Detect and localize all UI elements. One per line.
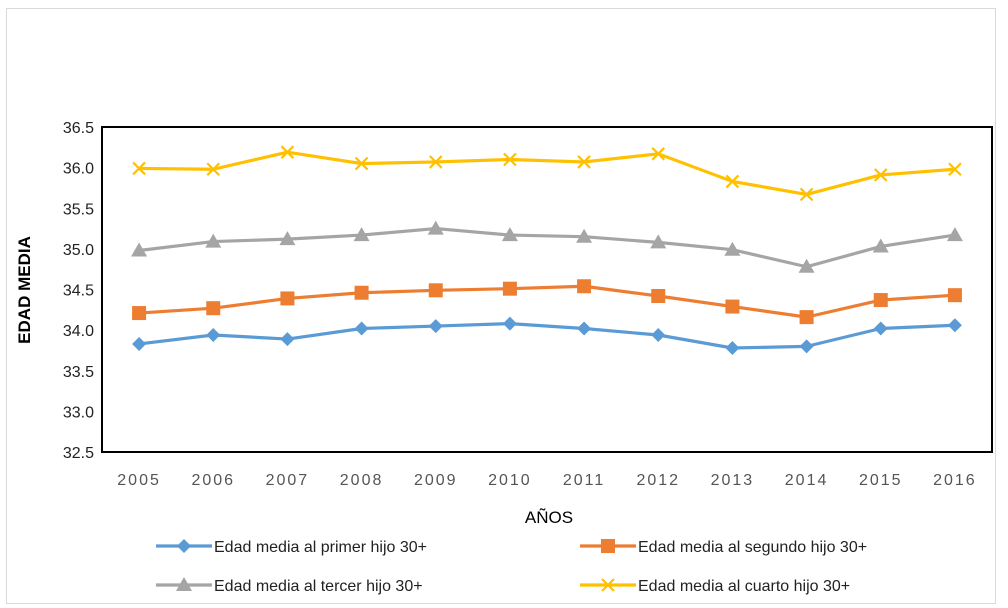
data-point (206, 328, 221, 342)
data-point (725, 299, 740, 314)
series-2 (132, 279, 962, 325)
data-point (577, 279, 592, 294)
data-point (280, 145, 295, 159)
data-point (577, 155, 591, 169)
data-point (651, 147, 666, 161)
data-point (873, 321, 888, 336)
data-point (353, 227, 370, 242)
series-4 (132, 145, 962, 202)
legend-item: Edad media al primer hijo 30+ (156, 539, 427, 556)
x-tick-label: 2014 (785, 472, 829, 489)
series-3 (131, 220, 963, 273)
data-point (798, 258, 815, 273)
legend-label: Edad media al segundo hijo 30+ (638, 539, 867, 556)
legend-marker (176, 577, 192, 591)
x-tick-label: 2009 (414, 472, 458, 489)
x-tick-label: 2006 (191, 472, 235, 489)
data-point (131, 242, 148, 257)
data-point (946, 227, 963, 242)
y-axis-title: EDAD MEDIA (15, 236, 34, 344)
y-tick-label: 36.0 (63, 161, 94, 178)
data-point (872, 238, 889, 253)
data-point (577, 321, 592, 336)
data-point (280, 291, 295, 306)
data-point (873, 168, 888, 182)
data-point (428, 283, 443, 298)
data-point (501, 227, 518, 242)
data-point (947, 288, 962, 303)
legend-item: Edad media al tercer hijo 30+ (156, 577, 423, 595)
y-tick-label: 32.5 (63, 445, 94, 462)
data-point (873, 293, 888, 308)
data-point (206, 162, 221, 177)
legend-marker (601, 539, 615, 553)
data-point (132, 161, 146, 176)
legend-item: Edad media al segundo hijo 30+ (580, 539, 867, 556)
legend-marker (601, 578, 615, 592)
data-point (724, 241, 741, 256)
x-tick-label: 2015 (859, 472, 903, 489)
data-point (354, 156, 369, 171)
x-axis-title: AÑOS (525, 508, 573, 527)
data-point (205, 233, 222, 248)
series-1 (132, 316, 962, 355)
legend-label: Edad media al cuarto hijo 30+ (638, 578, 850, 595)
y-tick-label: 36.5 (63, 120, 94, 137)
plot-area (101, 126, 993, 453)
y-tick-label: 35.0 (63, 242, 94, 259)
x-tick-label: 2012 (636, 472, 680, 489)
x-tick-label: 2007 (266, 472, 310, 489)
data-point (354, 321, 369, 336)
data-point (799, 310, 814, 325)
data-point (651, 328, 666, 342)
data-point (948, 162, 962, 177)
data-point (280, 332, 295, 347)
data-point (503, 152, 517, 167)
data-point (502, 316, 517, 331)
series-line (138, 322, 955, 350)
x-tick-label: 2008 (340, 472, 384, 489)
data-point (576, 228, 593, 243)
y-tick-label: 33.0 (63, 404, 94, 421)
data-point (206, 301, 221, 316)
data-point (279, 231, 296, 246)
x-tick-label: 2011 (563, 472, 605, 489)
legend-item: Edad media al cuarto hijo 30+ (580, 578, 850, 595)
data-point (799, 187, 814, 202)
x-tick-label: 2016 (933, 472, 977, 489)
data-point (725, 341, 740, 355)
legend-label: Edad media al tercer hijo 30+ (214, 578, 423, 595)
y-tick-label: 33.5 (63, 364, 94, 381)
data-point (650, 234, 667, 249)
y-tick-label: 34.5 (63, 283, 94, 300)
legend-marker (177, 539, 191, 553)
data-point (799, 339, 814, 354)
x-tick-label: 2005 (117, 472, 161, 489)
data-point (132, 336, 147, 351)
legend: Edad media al primer hijo 30+ Edad media … (156, 539, 867, 595)
x-tick-label: 2010 (488, 472, 532, 489)
legend-label: Edad media al primer hijo 30+ (214, 539, 427, 556)
data-point (354, 285, 369, 300)
series-line (138, 226, 956, 269)
data-point (947, 318, 962, 333)
data-point (651, 289, 666, 303)
y-tick-label: 34.0 (63, 323, 94, 340)
x-tick-label: 2013 (711, 472, 755, 489)
data-point (132, 306, 147, 321)
data-point (428, 155, 443, 169)
y-tick-label: 35.5 (63, 201, 94, 218)
data-point (428, 319, 443, 334)
series-line (138, 284, 956, 319)
data-point (502, 281, 517, 296)
data-point (427, 220, 444, 235)
series-line (139, 150, 956, 197)
data-point (725, 174, 740, 189)
